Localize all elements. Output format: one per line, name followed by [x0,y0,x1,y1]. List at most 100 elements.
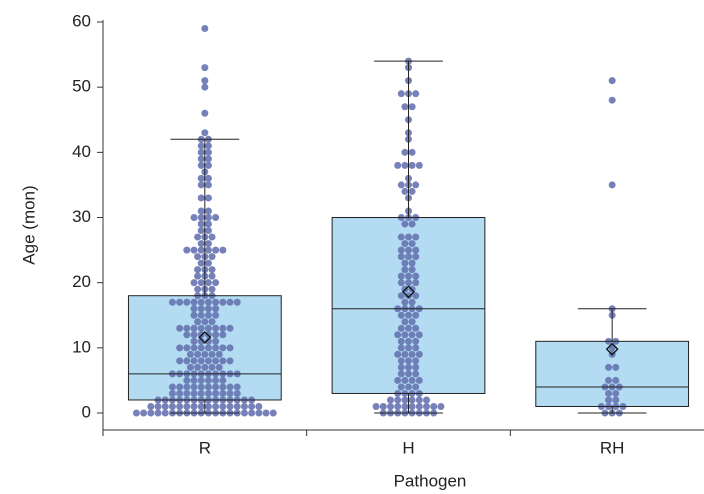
data-point [161,402,169,410]
data-point [176,383,184,391]
data-point [226,389,234,397]
data-point [212,376,220,384]
data-point [197,311,205,319]
data-point [197,220,205,228]
data-point [183,331,191,339]
data-point [208,285,216,293]
data-point [197,383,205,391]
y-tick-label: 60 [72,11,91,30]
data-point [415,376,423,384]
data-point [201,363,209,371]
data-point [412,344,420,352]
data-point [408,396,416,404]
data-point [190,246,198,254]
data-point [397,370,405,378]
data-point [372,402,380,410]
data-point [612,396,620,404]
data-point [397,292,405,300]
data-point [212,305,220,313]
data-point [397,246,405,254]
data-point [168,298,176,306]
data-point [412,279,420,287]
data-point [201,77,209,85]
data-point [397,181,405,189]
data-point [415,402,423,410]
data-point [605,396,613,404]
data-point [605,363,613,371]
data-point [204,311,212,319]
data-point [183,246,191,254]
data-point [412,363,420,371]
data-point [394,376,402,384]
data-point [240,402,248,410]
data-point [201,109,209,117]
data-point [212,331,220,339]
data-point [397,324,405,332]
data-point [176,389,184,397]
data-point [208,363,216,371]
data-point [197,181,205,189]
data-point [204,214,212,222]
data-point [204,357,212,365]
data-point [176,324,184,332]
box [128,295,282,400]
y-axis-label: Age (mon) [19,185,38,264]
data-point [197,246,205,254]
data-point [194,253,202,261]
data-point [197,279,205,287]
data-point [401,240,409,248]
mean-marker [198,330,212,344]
data-point [412,292,420,300]
data-point [204,220,212,228]
data-point [401,331,409,339]
data-point [176,357,184,365]
data-point [405,279,412,287]
data-point [408,298,416,306]
data-point [208,266,216,274]
data-point [190,311,198,319]
data-point [212,383,220,391]
data-point [612,389,620,397]
data-point [401,298,409,306]
data-point [190,337,198,345]
data-point [397,90,405,98]
data-point [408,187,416,195]
data-point [412,357,420,365]
data-point [197,194,205,202]
data-point [197,142,205,150]
data-point [412,383,420,391]
data-point [212,337,220,345]
data-point [204,298,212,306]
data-point [212,324,220,332]
data-point [408,350,416,358]
data-point [605,376,613,384]
data-point [401,350,409,358]
data-point [204,246,212,254]
data-point [204,383,212,391]
data-point [608,77,616,85]
data-point [255,409,263,417]
data-point [397,383,405,391]
data-point [197,155,205,163]
data-point [423,402,430,410]
data-point [197,148,205,156]
data-point [405,370,412,378]
data-point [412,337,420,345]
y-tick-label: 30 [72,207,91,226]
data-point [194,350,202,358]
data-point [408,266,416,274]
data-point [194,272,202,280]
data-point [183,383,191,391]
data-point [176,298,184,306]
data-point [408,240,416,248]
data-point [168,402,176,410]
data-point [190,324,198,332]
data-point [204,279,212,287]
data-point [405,344,412,352]
data-point [197,357,205,365]
data-point [394,350,402,358]
data-point [168,389,176,397]
data-point [219,357,227,365]
data-point [183,376,191,384]
data-point [183,344,191,352]
